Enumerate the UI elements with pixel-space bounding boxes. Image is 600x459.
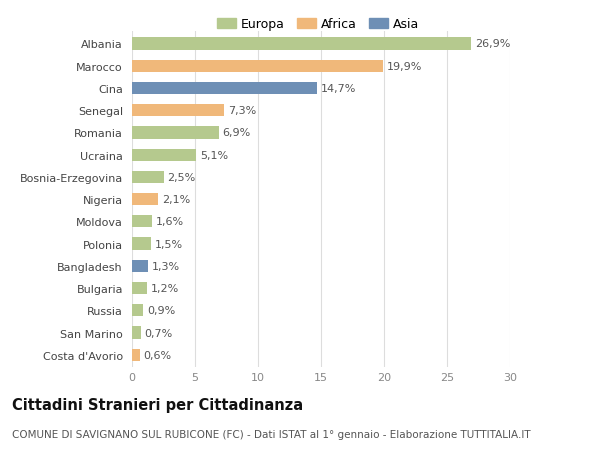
Text: 2,5%: 2,5%: [167, 173, 196, 183]
Bar: [132, 194, 158, 206]
Text: 1,2%: 1,2%: [151, 284, 179, 293]
Bar: [132, 282, 147, 295]
Bar: [132, 349, 140, 361]
Text: Cittadini Stranieri per Cittadinanza: Cittadini Stranieri per Cittadinanza: [12, 397, 303, 412]
Bar: [132, 38, 471, 50]
Text: 1,5%: 1,5%: [155, 239, 183, 249]
Text: 14,7%: 14,7%: [321, 84, 356, 94]
Text: 7,3%: 7,3%: [228, 106, 256, 116]
Bar: [132, 127, 219, 139]
Text: 0,9%: 0,9%: [147, 306, 175, 316]
Bar: [132, 327, 141, 339]
Bar: [132, 61, 383, 73]
Bar: [132, 83, 317, 95]
Bar: [132, 304, 143, 317]
Text: 1,6%: 1,6%: [156, 217, 184, 227]
Text: 19,9%: 19,9%: [386, 62, 422, 72]
Bar: [132, 260, 148, 272]
Bar: [132, 171, 163, 184]
Bar: [132, 216, 152, 228]
Bar: [132, 149, 196, 162]
Bar: [132, 238, 151, 250]
Text: 26,9%: 26,9%: [475, 39, 510, 49]
Text: 1,3%: 1,3%: [152, 261, 180, 271]
Legend: Europa, Africa, Asia: Europa, Africa, Asia: [212, 13, 424, 36]
Text: COMUNE DI SAVIGNANO SUL RUBICONE (FC) - Dati ISTAT al 1° gennaio - Elaborazione : COMUNE DI SAVIGNANO SUL RUBICONE (FC) - …: [12, 429, 530, 439]
Text: 2,1%: 2,1%: [162, 195, 190, 205]
Text: 6,9%: 6,9%: [223, 128, 251, 138]
Text: 0,7%: 0,7%: [145, 328, 173, 338]
Bar: [132, 105, 224, 117]
Text: 5,1%: 5,1%: [200, 150, 228, 160]
Text: 0,6%: 0,6%: [143, 350, 172, 360]
